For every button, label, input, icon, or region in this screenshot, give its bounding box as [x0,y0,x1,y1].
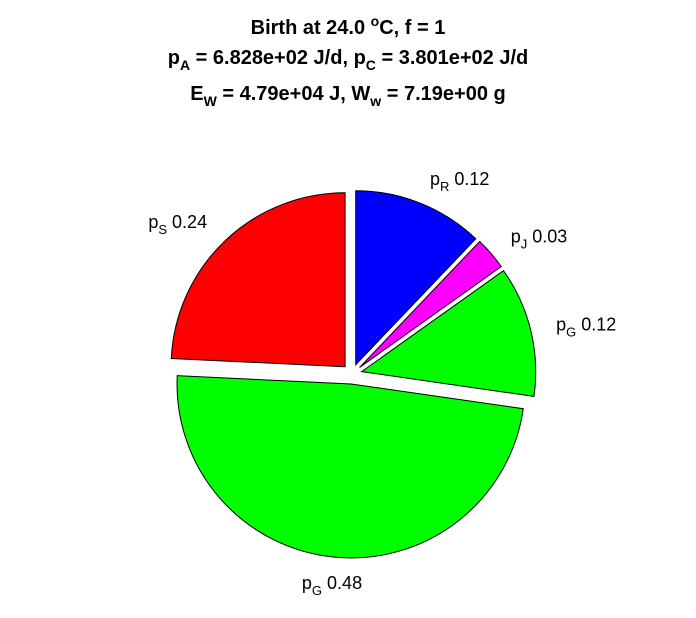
pie-label-2: pG 0.12 [556,315,616,340]
pie-slice-3 [176,375,524,559]
pie-slice-2 [360,270,537,397]
pie-label-4: pS 0.24 [148,212,207,237]
chart-title-line1: Birth at 24.0 oC, f = 1 [250,13,446,39]
pie-slice-0 [355,190,477,366]
pie-slice-1 [359,240,502,368]
pie-label-1: pJ 0.03 [511,227,568,252]
pie-label-0: pR 0.12 [430,169,489,194]
chart-title-line3: EW = 4.79e+04 J, Ww = 7.19e+00 g [190,83,506,109]
pie-label-3: pG 0.48 [302,573,362,598]
chart-title-line2: pA = 6.828e+02 J/d, pC = 3.801e+02 J/d [167,47,529,73]
pie-slice-4 [170,192,346,368]
